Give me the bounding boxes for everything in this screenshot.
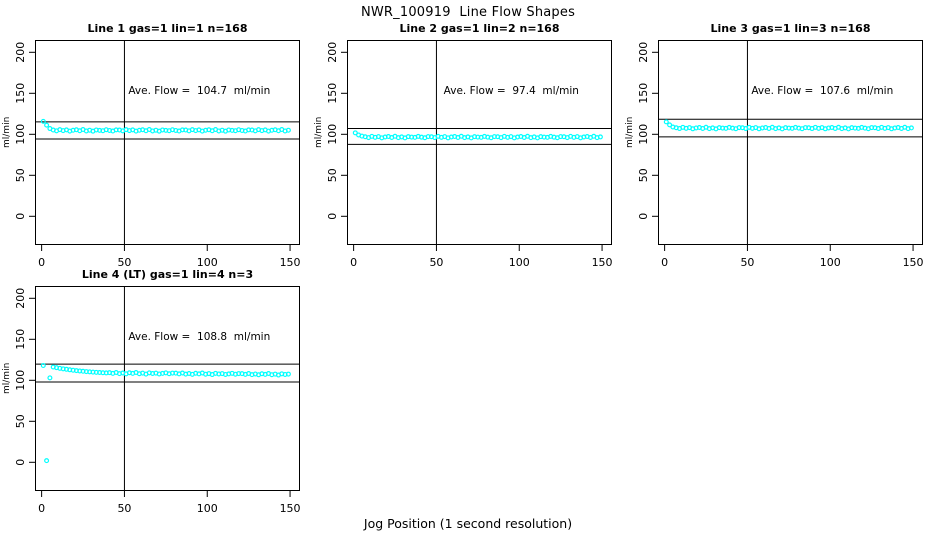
y-tick-label: 100 [14,370,27,391]
y-tick-label: 0 [14,213,27,220]
ave-flow-annotation: Ave. Flow = 104.7 ml/min [128,84,271,97]
y-axis-label: ml/min [624,116,636,149]
data-point [285,127,291,133]
panel-line-2: Line 2 gas=1 lin=2 n=168 ml/min Ave. Flo… [314,22,613,269]
ave-flow-annotation: Ave. Flow = 107.6 ml/min [751,84,894,97]
data-point [44,122,50,128]
y-tick-label: 150 [14,329,27,350]
data-point [40,118,46,124]
data-point [44,458,50,464]
data-point [663,119,669,125]
y-axis-label-text: ml/min [625,116,635,148]
plot-box [347,40,612,245]
data-point [285,371,291,377]
x-tick-label: 100 [820,256,841,269]
ave-flow-annotation: Ave. Flow = 108.8 ml/min [128,330,271,343]
x-tick-label: 150 [280,256,301,269]
data-point [352,130,358,136]
y-tick-label: 200 [14,288,27,309]
x-tick-label: 50 [117,256,131,269]
y-tick-label: 200 [14,42,27,63]
y-tick-label: 50 [14,414,27,428]
plot-area-line-2: 0 50 100 150 0 50 100 150 200 [326,40,613,269]
x-tick-label: 0 [350,256,357,269]
y-tick-label: 50 [326,168,339,182]
plot-area-line-4: 0 50 100 150 0 50 100 150 200 [14,286,301,515]
y-tick-label: 150 [14,83,27,104]
panel-line-3: Line 3 gas=1 lin=3 n=168 ml/min Ave. Flo… [625,22,924,269]
plot-area-line-1: 0 50 100 150 0 50 100 150 200 [14,40,301,269]
panel-line-4: Line 4 (LT) gas=1 lin=4 n=3 ml/min Ave. … [2,268,301,515]
y-tick-label: 150 [637,83,650,104]
y-axis-label: ml/min [1,362,13,395]
x-tick-label: 100 [197,256,218,269]
data-point [40,363,46,369]
y-tick-label: 100 [637,124,650,145]
plot-box [658,40,923,245]
panel-line-1: Line 1 gas=1 lin=1 n=168 ml/min Ave. Flo… [2,22,301,269]
plot-box [35,286,300,491]
panel-title-line-2: Line 2 gas=1 lin=2 n=168 [399,22,560,35]
x-tick-label: 50 [117,502,131,515]
plot-box [35,40,300,245]
y-axis-label-text: ml/min [2,362,12,394]
x-tick-label: 50 [740,256,754,269]
x-tick-label: 100 [509,256,530,269]
ave-flow-annotation: Ave. Flow = 97.4 ml/min [443,84,579,97]
plot-area-line-3: 0 50 100 150 0 50 100 150 200 [637,40,924,269]
data-point [908,125,914,131]
x-tick-label: 0 [38,256,45,269]
y-tick-label: 200 [326,42,339,63]
x-tick-label: 150 [592,256,613,269]
y-axis-label-text: ml/min [2,116,12,148]
y-axis-label-text: ml/min [314,116,324,148]
panel-title-line-3: Line 3 gas=1 lin=3 n=168 [710,22,871,35]
x-tick-label: 0 [661,256,668,269]
data-point [597,134,603,140]
y-tick-label: 100 [14,124,27,145]
y-tick-label: 150 [326,83,339,104]
y-tick-label: 0 [326,213,339,220]
x-tick-label: 150 [280,502,301,515]
x-tick-label: 100 [197,502,218,515]
panel-title-line-1: Line 1 gas=1 lin=1 n=168 [87,22,248,35]
y-axis-label: ml/min [1,116,13,149]
x-tick-label: 0 [38,502,45,515]
panel-title-line-4: Line 4 (LT) gas=1 lin=4 n=3 [81,268,254,281]
y-axis-label: ml/min [313,116,325,149]
x-tick-label: 50 [429,256,443,269]
y-tick-label: 50 [637,168,650,182]
y-tick-label: 200 [637,42,650,63]
x-tick-label: 150 [903,256,924,269]
data-point [667,122,673,128]
y-tick-label: 50 [14,168,27,182]
figure-title: NWR_100919 Line Flow Shapes [360,5,576,20]
x-axis-label: Jog Position (1 second resolution) [363,516,573,531]
data-point [47,375,53,381]
y-tick-label: 0 [637,213,650,220]
y-tick-label: 0 [14,459,27,466]
y-tick-label: 100 [326,124,339,145]
